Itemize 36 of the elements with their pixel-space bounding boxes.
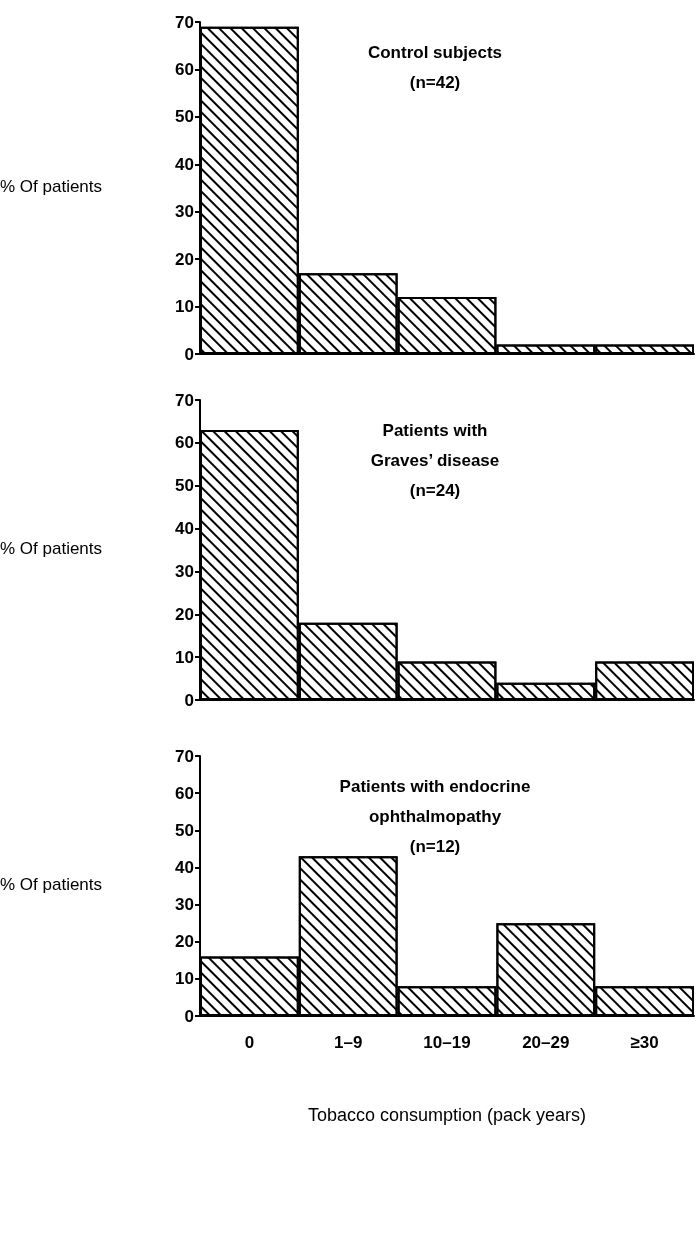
y-tick-label: 70 <box>175 12 194 32</box>
y-tick-label: 0 <box>184 344 194 364</box>
y-axis-title: % Of patients <box>0 539 103 558</box>
y-tick-label: 50 <box>175 820 194 840</box>
y-tick-label: 20 <box>175 604 194 624</box>
x-tick-label: 10–19 <box>423 1033 471 1052</box>
y-tick-label: 10 <box>175 647 194 667</box>
x-axis-title: Tobacco consumption (pack years) <box>307 1105 587 1125</box>
y-tick-label: 40 <box>175 519 194 539</box>
y-tick-label: 10 <box>175 297 194 317</box>
y-axis-title: % Of patients <box>0 177 103 196</box>
text: Patients with endocrine ophthalmopathy (n=12) <box>339 776 531 856</box>
text: Control subjects (n=42) <box>367 42 503 92</box>
y-tick-label: 20 <box>175 249 194 269</box>
y-tick-label: 60 <box>175 433 194 453</box>
y-tick-label: 60 <box>175 59 194 79</box>
y-tick-label: 10 <box>175 969 194 989</box>
x-tick-label: ≥30 <box>630 1033 659 1052</box>
x-tick-label: 1–9 <box>334 1033 363 1052</box>
y-tick-label: 70 <box>175 746 194 766</box>
y-tick-label: 40 <box>175 857 194 877</box>
x-tick-label: 0 <box>244 1033 255 1052</box>
y-tick-label: 40 <box>175 154 194 174</box>
y-tick-label: 0 <box>184 1006 194 1026</box>
y-tick-label: 70 <box>175 390 194 410</box>
y-tick-label: 30 <box>175 561 194 581</box>
y-tick-label: 50 <box>175 476 194 496</box>
y-tick-label: 50 <box>175 107 194 127</box>
text: Patients with Graves’ disease (n=24) <box>370 420 500 500</box>
y-tick-label: 30 <box>175 895 194 915</box>
y-tick-label: 20 <box>175 932 194 952</box>
y-tick-label: 30 <box>175 202 194 222</box>
y-tick-label: 60 <box>175 783 194 803</box>
y-axis-title: % Of patients <box>0 875 103 894</box>
x-tick-label: 20–29 <box>522 1033 570 1052</box>
y-tick-label: 0 <box>184 690 194 710</box>
